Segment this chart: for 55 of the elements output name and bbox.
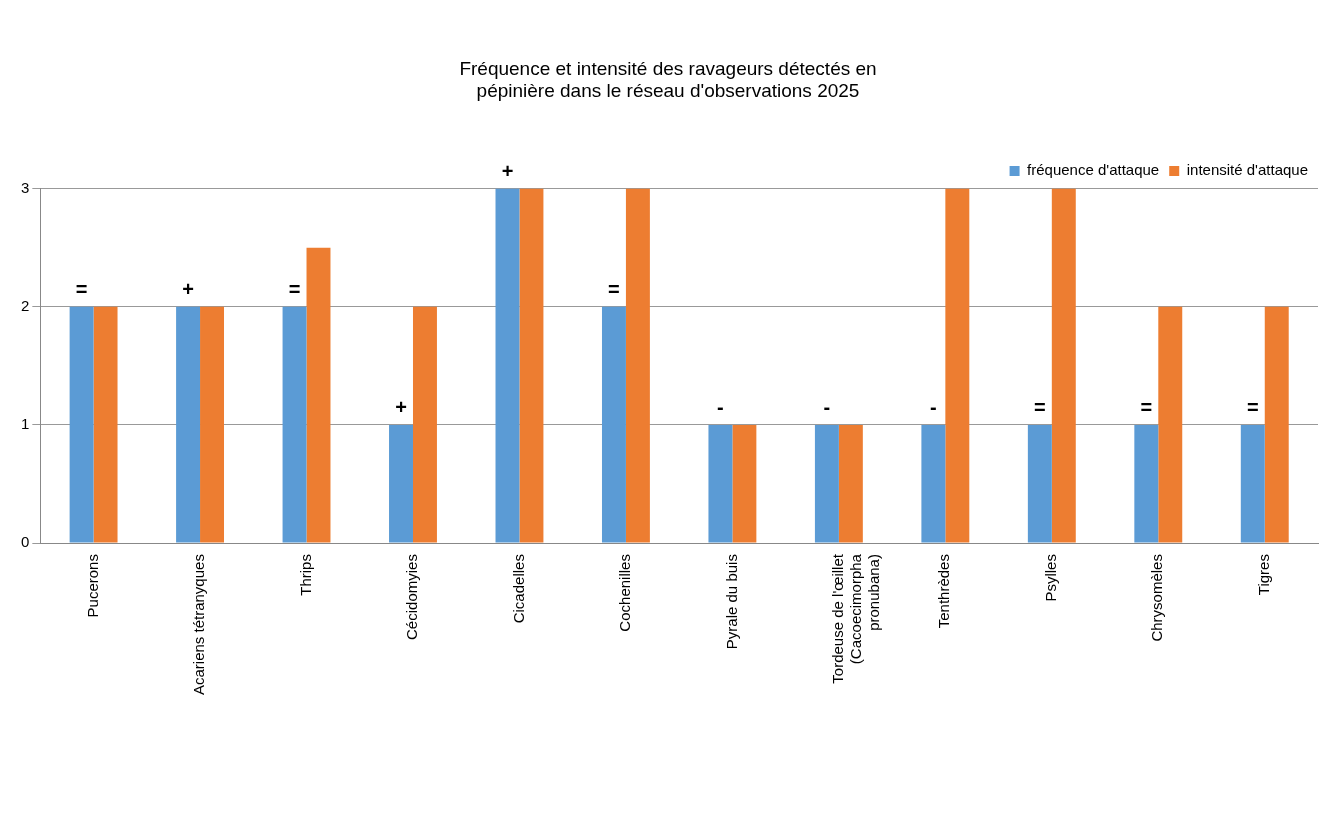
bar [93, 306, 118, 543]
chart-title: Fréquence et intensité des ravageurs détectés en pépinière dans le réseau d'observations 2025 [459, 57, 877, 102]
bar [1264, 306, 1289, 543]
bar [1158, 306, 1183, 543]
legend-label: fréquence d'attaque [1027, 161, 1160, 179]
bar [495, 188, 520, 543]
bar [282, 306, 307, 543]
annotation: + [501, 160, 514, 183]
annotation: = [288, 278, 301, 301]
x-tick-label: Tordeuse de l'œillet (Cacoecimorpha pronubana) [829, 553, 883, 684]
bar [389, 424, 413, 543]
bar [519, 188, 544, 543]
bar [1134, 424, 1159, 543]
y-tick-label: 0 [21, 533, 30, 551]
bar [732, 424, 757, 543]
x-tick-label: Pucerons [83, 554, 101, 618]
x-tick-label: Pyrale du buis [722, 554, 740, 650]
x-tick-label: Psylles [1041, 554, 1059, 602]
bar [921, 424, 946, 543]
bar [1027, 424, 1052, 543]
bar [69, 306, 94, 543]
annotation: = [1246, 396, 1259, 419]
bar [306, 247, 331, 543]
x-tick-label: Cicadelles [509, 554, 527, 624]
x-tick-label: Tigres [1254, 554, 1272, 596]
bar [200, 306, 225, 543]
bar [1051, 188, 1076, 543]
annotation: = [608, 278, 620, 301]
y-tick-label: 1 [21, 415, 30, 433]
bar [601, 306, 626, 543]
bar [945, 188, 970, 543]
annotation: + [395, 396, 407, 419]
y-tick-label: 2 [21, 296, 30, 314]
bar [1240, 424, 1265, 543]
annotation: = [1034, 396, 1046, 419]
x-tick-label: Acariens tétranyques [190, 554, 208, 696]
bar [708, 424, 733, 543]
x-tick-label: Tenthrèdes [935, 554, 953, 629]
bar [176, 306, 201, 543]
x-tick-label: Chrysomèles [1148, 554, 1166, 642]
annotation: - [930, 396, 937, 419]
bar [625, 188, 650, 543]
x-tick-label: Cécidomyies [403, 554, 421, 640]
annotation: - [717, 396, 724, 419]
x-tick-label: Cochenilles [616, 554, 634, 632]
bar [412, 306, 437, 543]
annotation: = [75, 278, 88, 301]
legend-label: intensité d'attaque [1186, 161, 1309, 179]
y-tick-label: 3 [21, 178, 30, 196]
annotation: = [1140, 396, 1153, 419]
bar [838, 424, 863, 543]
annotation: + [182, 278, 194, 301]
x-tick-label: Thrips [296, 554, 314, 596]
bar [814, 424, 839, 543]
annotation: - [823, 396, 831, 419]
